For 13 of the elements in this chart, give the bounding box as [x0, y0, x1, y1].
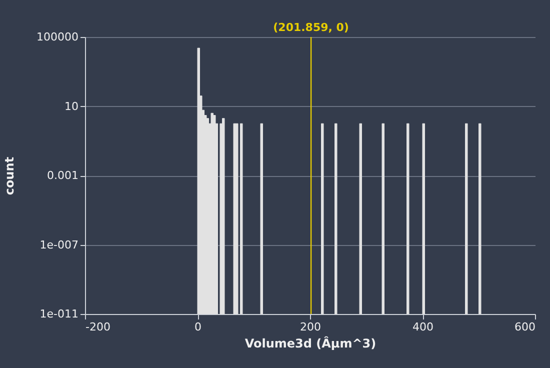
y-tick-label: 10	[64, 100, 78, 113]
ref-line-label: (201.859, 0)	[273, 21, 349, 34]
x-tick-label: 600	[514, 320, 536, 334]
x-axis-title: Volume3d (Âµm^3)	[244, 336, 376, 350]
y-axis-title: count	[2, 156, 17, 196]
x-tick-label: 0	[194, 320, 202, 334]
x-tick-label: 400	[412, 320, 434, 334]
x-tick-label: 200	[300, 320, 321, 334]
y-tick-label: 100000	[36, 30, 78, 44]
y-tick-label: 0.001	[47, 169, 78, 182]
y-tick-label: 1e-007	[40, 238, 78, 252]
y-tick-label: 1e-011	[40, 308, 78, 320]
x-tick-label: -200	[86, 320, 110, 334]
